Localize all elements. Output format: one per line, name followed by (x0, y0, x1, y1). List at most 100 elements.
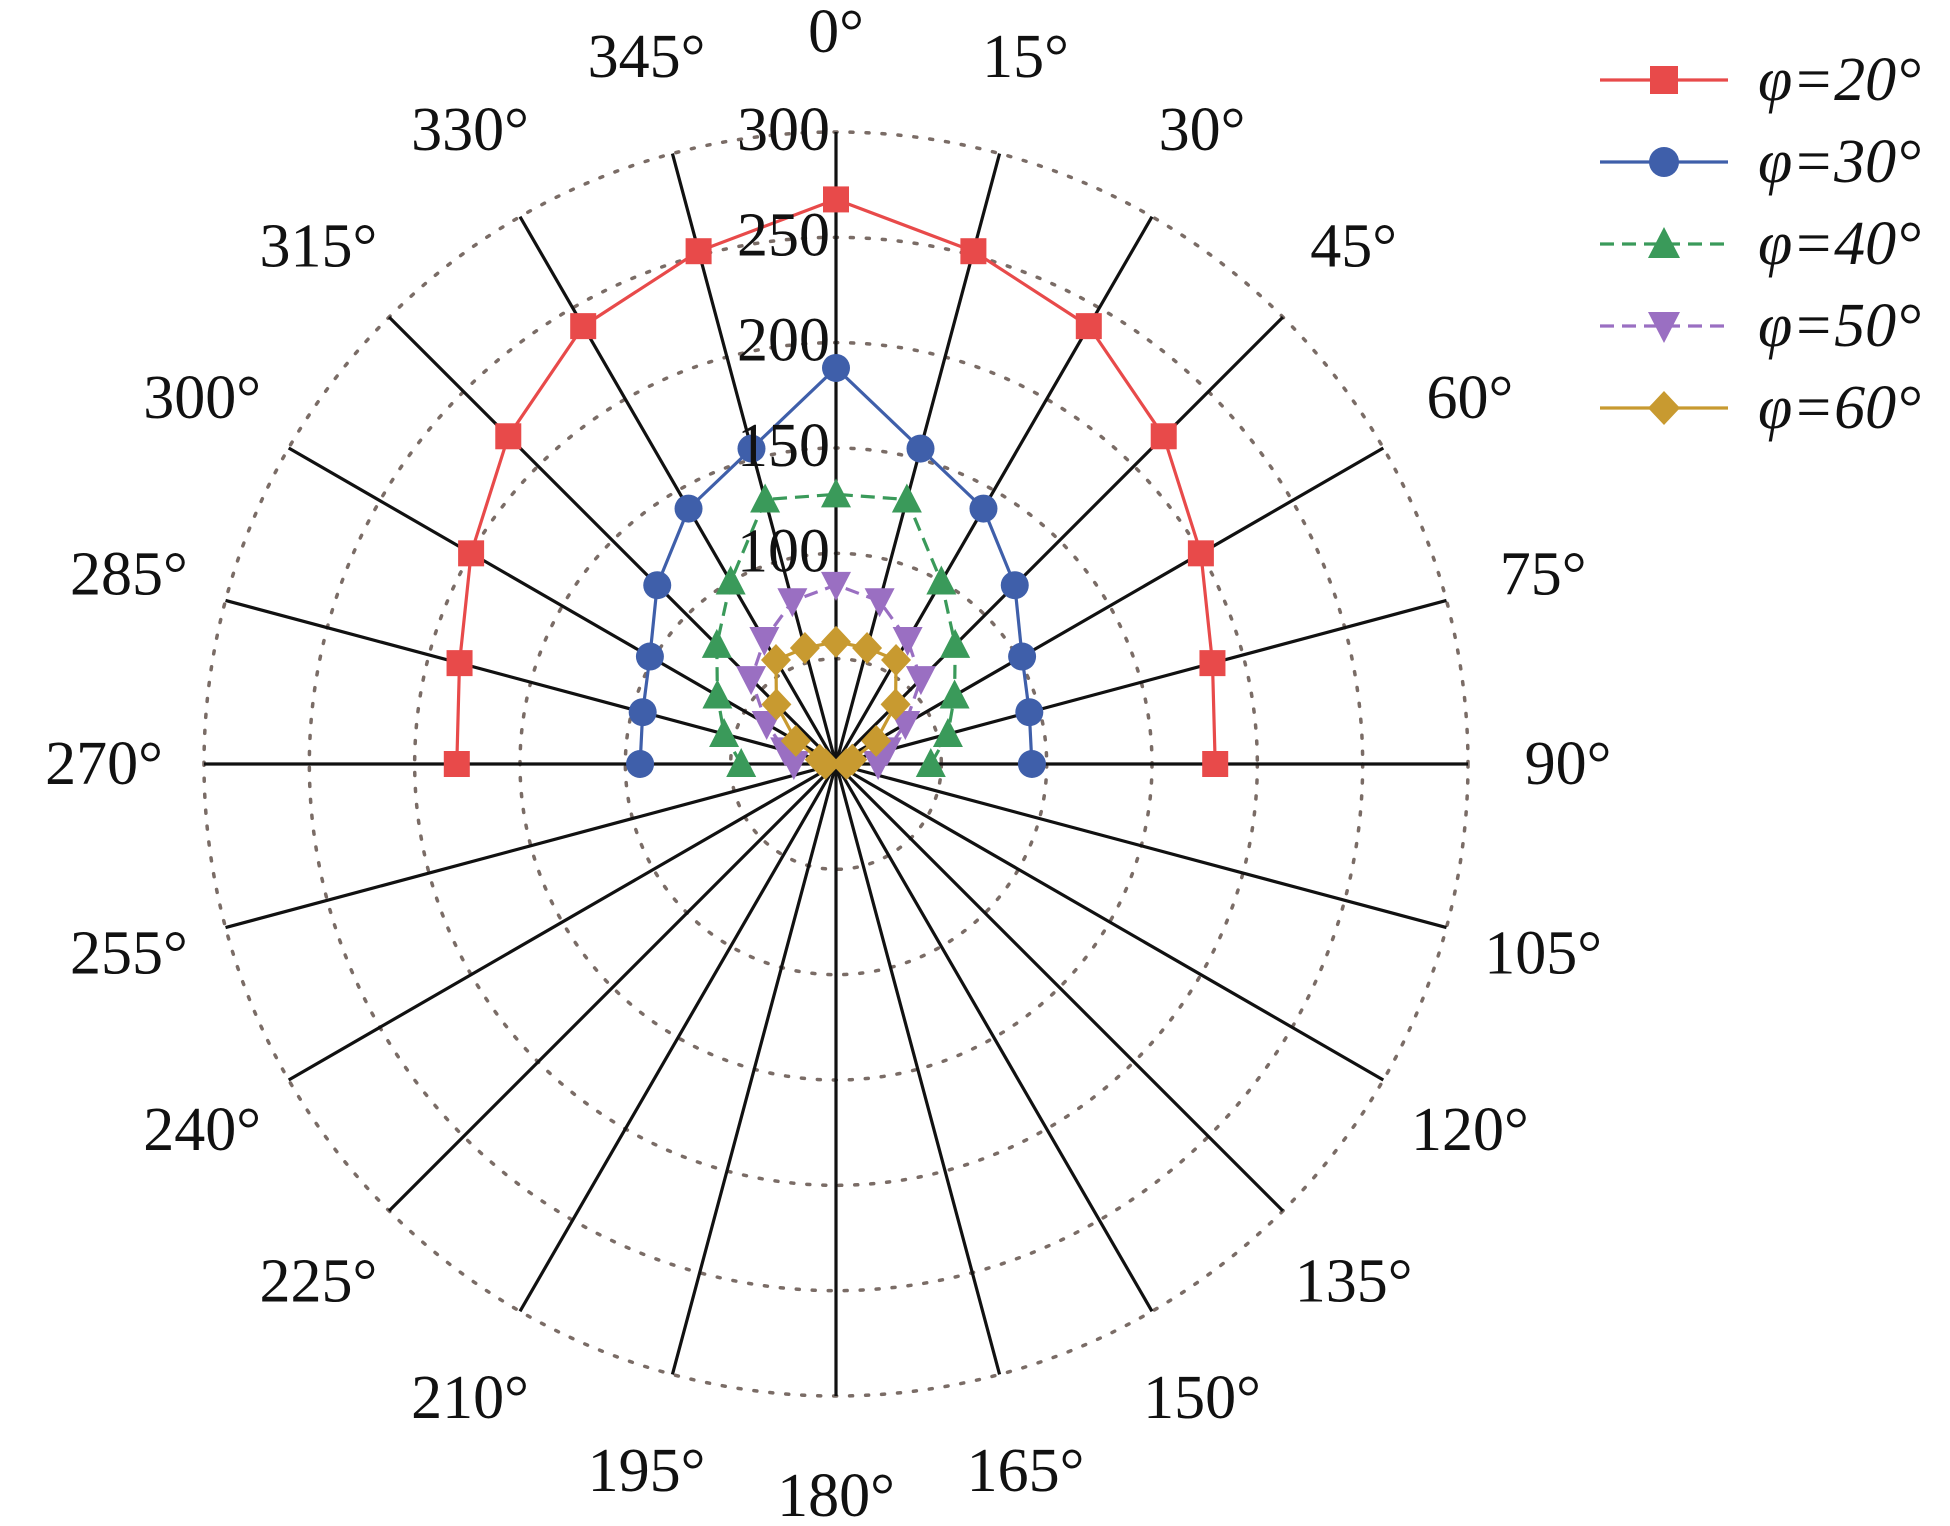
data-point-triangle-up (1648, 227, 1680, 258)
data-point-circle (822, 353, 850, 382)
data-point-circle (1015, 698, 1044, 727)
series-3 (701, 478, 971, 777)
data-point-circle (1000, 571, 1029, 600)
data-point-diamond (852, 632, 883, 665)
angle-label: 285° (70, 541, 188, 609)
data-point-circle (635, 642, 664, 671)
data-point-triangle-up (926, 565, 957, 595)
data-point-circle (1649, 147, 1679, 177)
data-point-triangle-up (932, 718, 963, 748)
data-point-circle (643, 571, 672, 600)
data-point-square (1075, 313, 1102, 340)
legend-entry: φ=50° (1600, 292, 1921, 360)
data-point-triangle-down (751, 710, 782, 740)
legend-label: φ=50° (1758, 292, 1921, 360)
data-point-triangle-down (905, 666, 936, 696)
angle-label: 225° (260, 1248, 378, 1316)
data-point-circle (969, 494, 998, 523)
angle-label: 195° (588, 1437, 706, 1505)
data-point-triangle-up (750, 483, 781, 513)
spoke-line (834, 315, 1285, 766)
series-5 (760, 625, 912, 780)
radial-tick-layer: 100 150 200 250 300 (737, 96, 830, 585)
angle-label: 150° (1143, 1364, 1261, 1432)
spoke-line (225, 598, 837, 766)
legend-entry: φ=60° (1600, 374, 1921, 442)
spoke-line (670, 763, 838, 1375)
data-point-triangle-up (702, 679, 733, 709)
series-layer (443, 186, 1229, 780)
radial-tick-label: 150 (737, 412, 830, 480)
spoke-line (225, 762, 837, 930)
data-point-diamond (780, 724, 811, 757)
angle-label: 75° (1500, 541, 1587, 609)
radial-tick-label: 250 (737, 201, 830, 269)
spoke-line (518, 215, 838, 765)
data-point-diamond (881, 644, 912, 677)
data-point-circle (906, 434, 935, 463)
data-point-diamond (789, 632, 820, 665)
data-point-triangle-up (939, 679, 970, 709)
data-point-square (1187, 540, 1214, 567)
data-point-triangle-up (726, 748, 757, 777)
radial-tick-label: 200 (737, 307, 830, 375)
data-point-diamond (861, 724, 892, 757)
angle-label: 45° (1310, 212, 1397, 280)
data-point-square (446, 650, 473, 677)
data-point-square (1202, 751, 1229, 777)
data-point-circle (626, 750, 655, 778)
angle-label: 240° (143, 1096, 261, 1164)
data-point-diamond (831, 748, 862, 780)
angle-label: 300° (143, 364, 261, 432)
angle-label: 105° (1484, 920, 1602, 988)
angle-label: 90° (1525, 730, 1612, 798)
spoke-line (387, 315, 838, 766)
angle-label: 210° (411, 1364, 529, 1432)
data-point-square (1150, 423, 1177, 450)
angle-label: 180° (777, 1462, 895, 1526)
angle-label: 120° (1411, 1096, 1529, 1164)
data-point-square (495, 423, 522, 450)
spoke-line (834, 215, 1154, 765)
data-point-triangle-down (863, 751, 894, 780)
angle-label-layer: 0° 15° 30° 45° 60° 75° 90° 105° 120° 135° 150° 165°… (45, 0, 1611, 1526)
radial-tick-label: 100 (737, 517, 830, 585)
data-point-triangle-up (915, 748, 946, 777)
data-point-triangle-down (892, 626, 923, 656)
radial-tick-label: 300 (737, 96, 830, 164)
data-point-triangle-down (736, 666, 767, 696)
spoke-line (835, 762, 1447, 930)
data-point-diamond (1648, 391, 1680, 425)
data-point-triangle-down (777, 588, 808, 618)
spoke-line (518, 763, 838, 1313)
angle-label: 30° (1159, 96, 1246, 164)
data-point-square (960, 238, 987, 265)
legend-entry: φ=20° (1600, 46, 1921, 114)
spoke-line (835, 446, 1385, 766)
spoke-line (387, 762, 838, 1213)
data-point-square (458, 540, 485, 567)
legend-label: φ=40° (1758, 210, 1921, 278)
spoke-line (287, 762, 837, 1082)
legend-label: φ=30° (1758, 128, 1921, 196)
data-point-triangle-down (1648, 312, 1680, 343)
legend-entry: φ=40° (1600, 210, 1921, 278)
data-point-square (1199, 650, 1226, 677)
data-point-triangle-down (749, 626, 780, 656)
data-point-triangle-up (709, 718, 740, 748)
data-point-square (1650, 66, 1678, 94)
angle-label: 315° (260, 212, 378, 280)
angle-label: 0° (808, 0, 864, 66)
angle-label: 255° (70, 920, 188, 988)
data-point-triangle-up (701, 628, 732, 658)
data-point-triangle-up (940, 628, 971, 658)
angle-label: 15° (982, 23, 1069, 91)
data-point-diamond (761, 688, 792, 721)
angle-label: 60° (1427, 364, 1514, 432)
data-point-triangle-down (821, 571, 851, 601)
data-point-circle (1008, 642, 1037, 671)
data-point-square (685, 238, 712, 265)
data-point-diamond (880, 688, 911, 721)
